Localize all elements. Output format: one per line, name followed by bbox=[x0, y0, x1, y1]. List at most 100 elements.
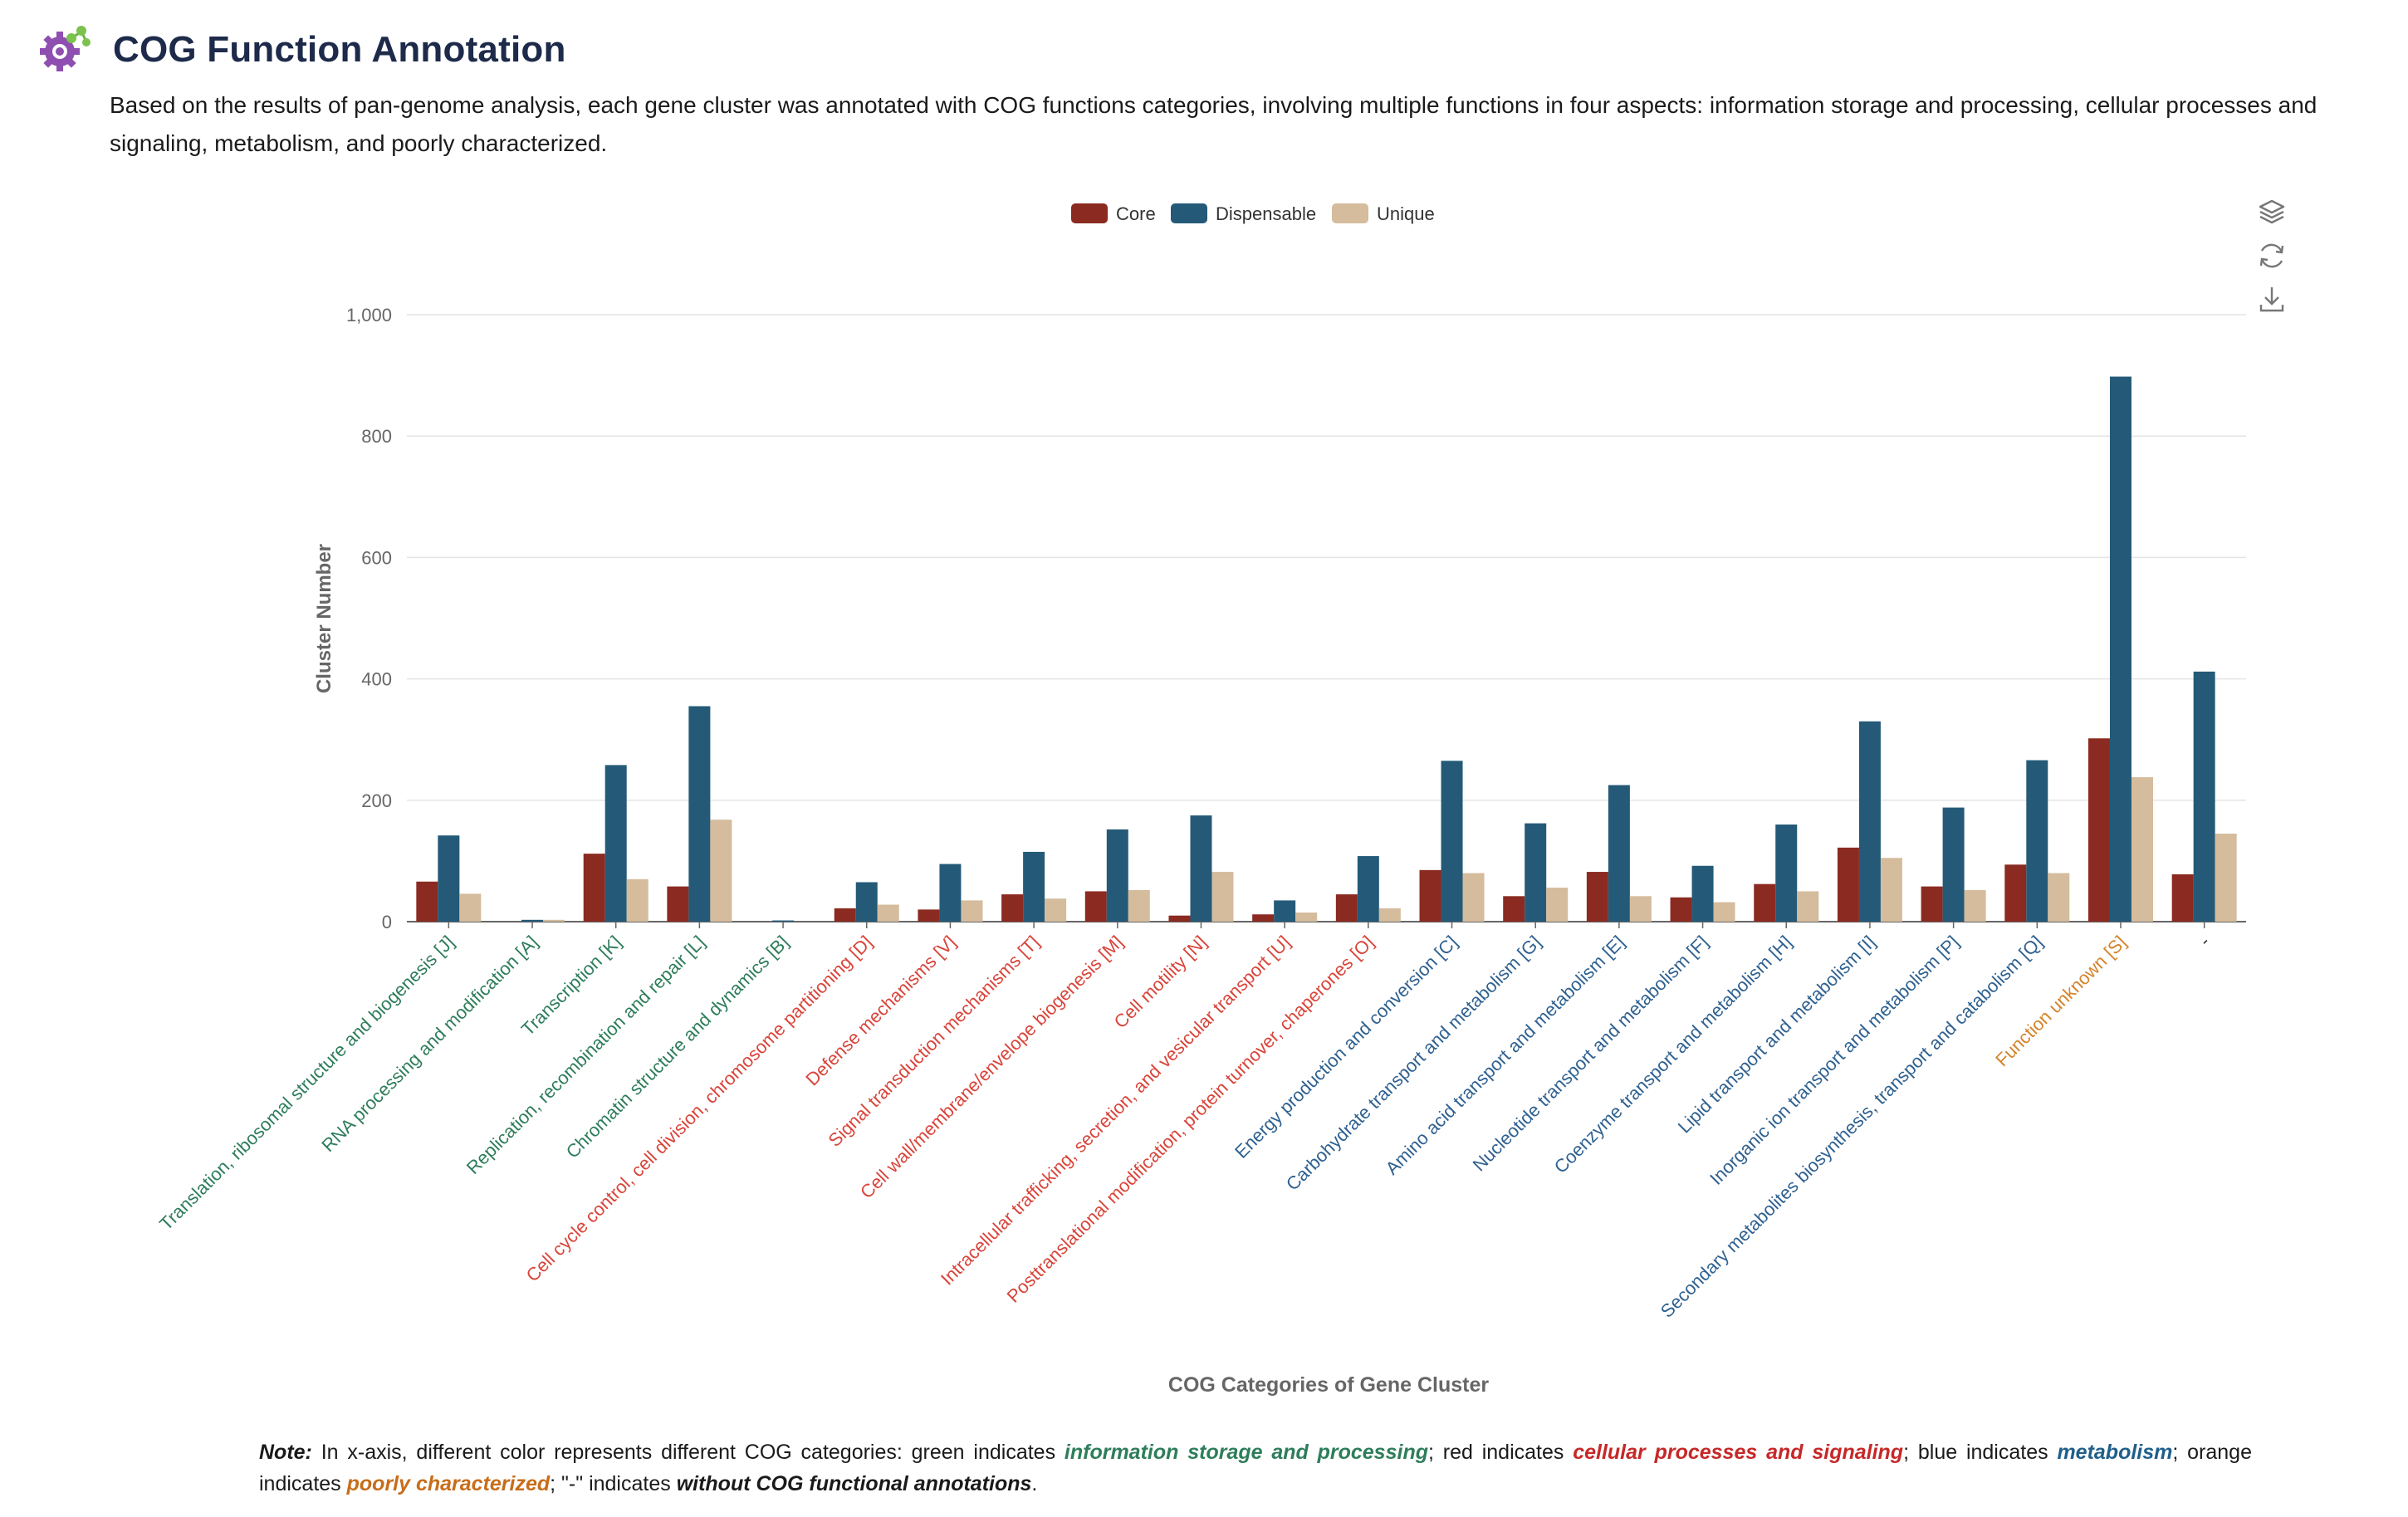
bar-unique bbox=[1295, 913, 1318, 922]
bar-dispensable bbox=[1608, 785, 1630, 922]
bar-unique bbox=[1880, 858, 1902, 922]
bar-dispensable bbox=[438, 835, 460, 922]
bar-core bbox=[1419, 869, 1441, 922]
legend-swatch-core bbox=[1071, 203, 1108, 223]
download-icon[interactable] bbox=[2255, 282, 2288, 316]
bar-dispensable bbox=[1942, 807, 1965, 922]
bar-unique bbox=[710, 820, 732, 922]
y-tick-label: 200 bbox=[361, 790, 392, 811]
bar-unique bbox=[626, 878, 648, 922]
bar-dispensable bbox=[1691, 865, 1714, 922]
bar-unique bbox=[1629, 896, 1652, 922]
bar-core bbox=[2004, 864, 2027, 922]
note-text-1: In x-axis, different color represents di… bbox=[311, 1441, 1065, 1464]
bar-core bbox=[416, 881, 438, 922]
bar-dispensable bbox=[688, 706, 711, 922]
page-title: COG Function Annotation bbox=[113, 29, 566, 70]
x-category-label: Defense mechanisms [V] bbox=[801, 932, 960, 1090]
bar-unique bbox=[2048, 873, 2070, 922]
note-orange: poorly characterized bbox=[346, 1472, 551, 1495]
bar-dispensable bbox=[1274, 900, 1296, 922]
bar-unique bbox=[1546, 888, 1569, 922]
bar-dispensable bbox=[1023, 851, 1045, 922]
y-tick-label: 600 bbox=[361, 547, 392, 568]
bar-dispensable bbox=[521, 919, 544, 922]
note-none: without COG functional annotations bbox=[676, 1472, 1032, 1495]
x-category-label: Translation, ribosomal structure and bio… bbox=[155, 932, 458, 1235]
bar-dispensable bbox=[2026, 760, 2048, 922]
bar-core bbox=[1335, 894, 1358, 922]
bar-unique bbox=[1797, 891, 1819, 922]
note-text-2: ; red indicates bbox=[1427, 1441, 1574, 1464]
bar-dispensable bbox=[1190, 815, 1212, 922]
x-category-label: - bbox=[2195, 932, 2214, 951]
bar-unique bbox=[543, 919, 565, 922]
legend-swatch-unique bbox=[1332, 203, 1368, 223]
note-lead: Note: bbox=[259, 1441, 312, 1464]
description-text: Based on the results of pan-genome analy… bbox=[110, 92, 2317, 156]
note-green: information storage and processing bbox=[1064, 1441, 1428, 1464]
bar-dispensable bbox=[2109, 376, 2131, 922]
bar-unique bbox=[2215, 834, 2237, 922]
bar-dispensable bbox=[1357, 856, 1379, 922]
bar-unique bbox=[1128, 889, 1150, 922]
bar-unique bbox=[1211, 872, 1234, 922]
y-tick-label: 0 bbox=[382, 912, 392, 932]
x-category-label: Secondary metabolites biosynthesis, tran… bbox=[1657, 932, 2047, 1322]
chart-toolbox bbox=[2255, 196, 2293, 325]
bar-unique bbox=[459, 893, 482, 922]
legend-label-unique: Unique bbox=[1377, 203, 1435, 224]
bar-dispensable bbox=[855, 882, 878, 922]
note-blue: metabolism bbox=[2057, 1441, 2173, 1464]
bar-core bbox=[583, 854, 605, 922]
bar-core bbox=[1921, 886, 1943, 922]
note-text-3: ; blue indicates bbox=[1903, 1441, 2058, 1464]
bar-dispensable bbox=[939, 864, 962, 922]
bar-unique bbox=[1713, 902, 1735, 922]
bar-core bbox=[918, 909, 940, 922]
bar-dispensable bbox=[604, 765, 627, 922]
bar-core bbox=[1252, 914, 1275, 922]
bar-core bbox=[1503, 896, 1525, 922]
legend-label-dispensable: Dispensable bbox=[1216, 203, 1316, 224]
page-header: COG Function Annotation bbox=[38, 23, 566, 76]
bar-unique bbox=[961, 900, 983, 922]
bar-dispensable bbox=[772, 920, 795, 922]
bar-core bbox=[2171, 873, 2194, 922]
bar-dispensable bbox=[1858, 721, 1881, 922]
bar-core bbox=[1670, 897, 1692, 922]
bar-core bbox=[1001, 894, 1024, 922]
bar-dispensable bbox=[1106, 829, 1128, 922]
bar-core bbox=[834, 908, 856, 922]
bar-unique bbox=[1045, 898, 1067, 922]
legend-label-core: Core bbox=[1116, 203, 1156, 224]
bar-core bbox=[1168, 915, 1191, 922]
layers-icon[interactable] bbox=[2255, 196, 2288, 229]
gear-molecule-icon bbox=[40, 26, 91, 71]
bar-core bbox=[1084, 891, 1107, 922]
bar-dispensable bbox=[2193, 671, 2215, 922]
bar-core bbox=[1586, 872, 1608, 922]
y-tick-label: 800 bbox=[361, 426, 392, 447]
bar-unique bbox=[1964, 889, 1986, 922]
bar-unique bbox=[1462, 873, 1485, 922]
bar-core bbox=[1837, 847, 1859, 922]
bar-dispensable bbox=[1775, 825, 1798, 922]
x-axis-title: COG Categories of Gene Cluster bbox=[1168, 1373, 1489, 1397]
y-tick-label: 1,000 bbox=[346, 305, 392, 325]
y-axis-title: Cluster Number bbox=[313, 544, 335, 693]
bar-dispensable bbox=[1525, 823, 1547, 922]
legend-swatch-dispensable bbox=[1171, 203, 1207, 223]
bar-unique bbox=[2131, 777, 2153, 922]
y-tick-label: 400 bbox=[361, 669, 392, 690]
note-text-6: . bbox=[1031, 1472, 1038, 1495]
bar-unique bbox=[1378, 908, 1401, 922]
note-text-4: ; orange indicates bbox=[259, 1441, 2252, 1495]
bar-unique bbox=[877, 904, 899, 922]
chart-note: Note: In x-axis, different color represe… bbox=[259, 1436, 2252, 1500]
bar-dispensable bbox=[1441, 761, 1463, 922]
refresh-icon[interactable] bbox=[2255, 239, 2288, 272]
note-red: cellular processes and signaling bbox=[1573, 1441, 1904, 1464]
